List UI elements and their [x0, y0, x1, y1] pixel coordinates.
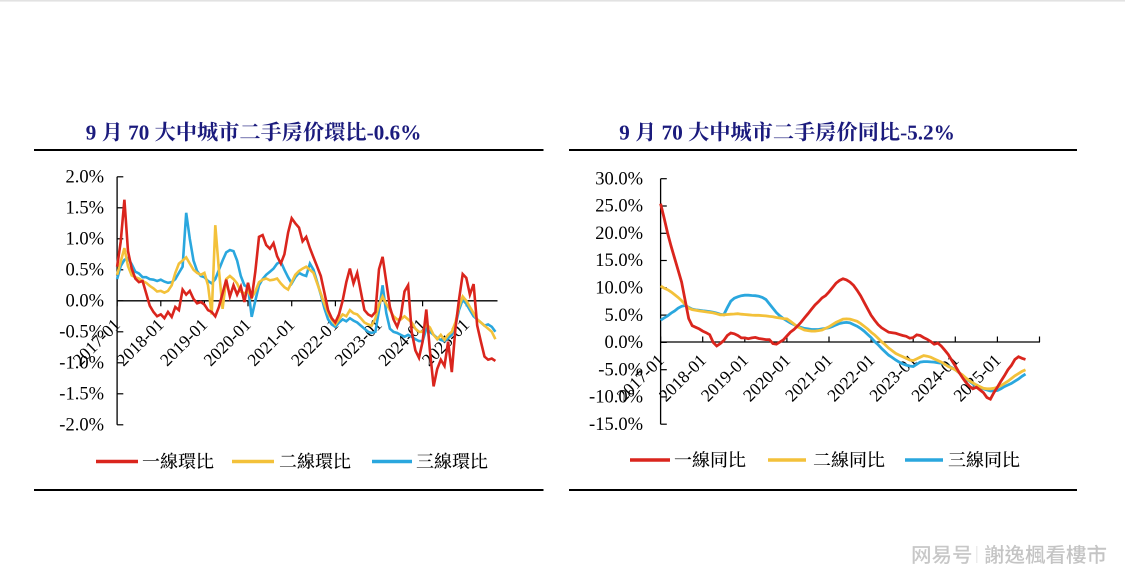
svg-text:-1.5%: -1.5%: [59, 385, 104, 405]
svg-text:5.0%: 5.0%: [604, 306, 643, 326]
svg-text:2.0%: 2.0%: [65, 168, 104, 188]
svg-text:15.0%: 15.0%: [595, 251, 643, 271]
svg-text:-15.0%: -15.0%: [589, 415, 643, 435]
svg-text:-5.0%: -5.0%: [598, 360, 643, 380]
svg-text:1.0%: 1.0%: [65, 230, 104, 250]
svg-text:25.0%: 25.0%: [595, 197, 643, 217]
svg-text:0.5%: 0.5%: [65, 261, 104, 281]
svg-text:-0.5%: -0.5%: [59, 323, 104, 343]
svg-text:30.0%: 30.0%: [595, 169, 643, 189]
svg-text:-1.0%: -1.0%: [59, 354, 104, 374]
svg-text:1.5%: 1.5%: [65, 199, 104, 219]
svg-text:20.0%: 20.0%: [595, 224, 643, 244]
svg-text:0.0%: 0.0%: [604, 333, 643, 353]
svg-text:-10.0%: -10.0%: [589, 388, 643, 408]
svg-text:10.0%: 10.0%: [595, 279, 643, 299]
svg-text:-2.0%: -2.0%: [59, 416, 104, 436]
svg-text:0.0%: 0.0%: [65, 292, 104, 312]
